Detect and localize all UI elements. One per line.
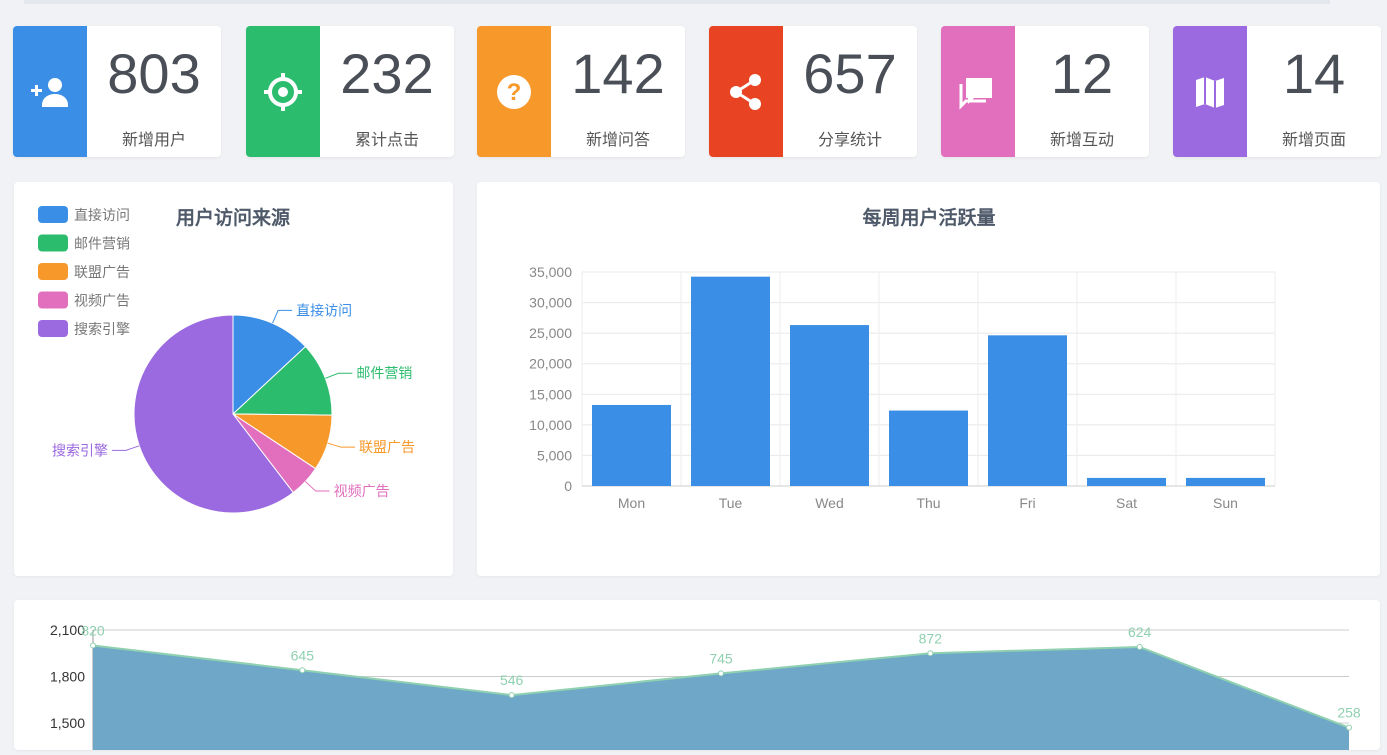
y-tick-label: 1,800 <box>50 669 85 685</box>
pie-title: 用户访问来源 <box>176 206 290 229</box>
bar-title: 每周用户活跃量 <box>862 206 995 229</box>
stat-label: 分享统计 <box>817 132 882 149</box>
pie-label: 邮件营销 <box>356 365 412 381</box>
pie-label: 视频广告 <box>334 483 390 499</box>
x-tick-label: Mon <box>618 495 645 511</box>
stat-card[interactable]: 12 新增互动 <box>941 26 1149 157</box>
x-tick-label: Tue <box>719 495 743 511</box>
pie-label-line <box>112 445 140 451</box>
stat-card[interactable]: 232 累计点击 <box>246 26 454 157</box>
stat-value: 142 <box>571 42 665 105</box>
y-tick-label: 20,000 <box>529 356 572 372</box>
bar <box>889 410 968 486</box>
y-tick-label: 25,000 <box>529 325 572 341</box>
stat-label: 新增互动 <box>1049 132 1114 149</box>
y-tick-label: 1,500 <box>50 715 85 731</box>
area-point <box>299 667 306 674</box>
x-tick-label: Sat <box>1116 495 1137 511</box>
legend-label: 视频广告 <box>74 293 130 309</box>
chat-icon <box>941 26 1015 157</box>
pie-label-line <box>327 442 356 448</box>
weekly-active-panel: 每周用户活跃量 0 5,000 10,000 15,000 20,000 25,000 30,… <box>477 182 1380 576</box>
stat-card[interactable]: 14 新增页面 <box>1173 26 1381 157</box>
add-user-icon <box>13 26 87 157</box>
pie-label: 联盟广告 <box>359 439 415 455</box>
y-tick-label: 15,000 <box>529 386 572 402</box>
x-tick-label: Sun <box>1213 495 1238 511</box>
target-icon <box>246 26 320 157</box>
stat-card[interactable]: ? 142 新增问答 <box>477 26 685 157</box>
y-tick-label: 0 <box>564 478 572 494</box>
legend-label: 邮件营销 <box>74 236 130 252</box>
stat-value: 232 <box>340 42 434 105</box>
question-icon: ? <box>477 26 551 157</box>
stat-value: 12 <box>1050 42 1114 105</box>
legend-label: 搜索引擎 <box>74 321 130 337</box>
legend-label: 直接访问 <box>74 207 130 223</box>
data-label: 258 <box>1337 705 1361 721</box>
x-tick-label: Fri <box>1019 495 1035 511</box>
x-tick-label: Wed <box>815 495 844 511</box>
y-tick-label: 5,000 <box>537 447 572 463</box>
legend-swatch <box>38 320 68 337</box>
pie-label: 搜索引擎 <box>52 442 108 458</box>
area-point <box>90 642 96 649</box>
data-label: 645 <box>291 647 315 663</box>
area-point <box>1136 644 1143 651</box>
pie-label: 直接访问 <box>296 302 352 318</box>
data-label: 745 <box>709 650 733 666</box>
stat-value: 803 <box>107 42 201 105</box>
stat-card[interactable]: 803 新增用户 <box>13 26 221 157</box>
top-bar-edge <box>24 0 1330 4</box>
trend-panel: 1,500 1,800 2,100 820 645 546 745 872 624 258 <box>14 600 1380 755</box>
stat-value: 14 <box>1282 42 1346 105</box>
area-fill <box>93 645 1349 755</box>
data-label: 546 <box>500 672 524 688</box>
pie-label-line <box>272 309 293 324</box>
data-label: 624 <box>1128 624 1152 640</box>
x-tick-label: Thu <box>916 495 940 511</box>
svg-text:?: ? <box>507 79 522 106</box>
area-point <box>927 650 934 657</box>
legend-swatch <box>38 291 68 309</box>
visit-source-panel: 用户访问来源 直接访问 邮件营销 联盟广告 视频广告 搜索引擎 直接访问 邮件营销 联盟广告 视频… <box>14 182 453 576</box>
data-label: 820 <box>81 623 105 639</box>
y-tick-label: 2,100 <box>50 622 85 638</box>
y-tick-label: 10,000 <box>529 417 572 433</box>
pie-label-line <box>305 481 330 492</box>
y-tick-label: 35,000 <box>529 264 572 280</box>
stat-label: 新增问答 <box>585 132 650 149</box>
legend-swatch <box>38 206 68 223</box>
stat-label: 新增页面 <box>1281 132 1346 149</box>
area-point <box>1346 724 1352 731</box>
bar <box>1087 477 1166 486</box>
bar <box>790 325 869 486</box>
bar <box>691 276 770 486</box>
stat-label: 新增用户 <box>121 132 186 149</box>
area-point <box>718 670 724 677</box>
map-icon <box>1173 26 1247 157</box>
stat-card[interactable]: 657 分享统计 <box>709 26 917 157</box>
legend-swatch <box>38 263 68 280</box>
bar-chart: 每周用户活跃量 0 5,000 10,000 15,000 20,000 25,000 30,… <box>529 206 1276 511</box>
data-label: 872 <box>919 630 943 646</box>
area-point <box>508 692 515 699</box>
legend-swatch <box>38 234 68 252</box>
y-tick-label: 30,000 <box>529 295 572 311</box>
stat-value: 657 <box>803 42 897 105</box>
bar <box>592 404 671 486</box>
pie-label-line <box>325 372 353 379</box>
stat-label: 累计点击 <box>354 132 419 149</box>
bar <box>1186 477 1265 486</box>
pie-chart: 用户访问来源直接访问邮件营销联盟广告视频广告搜索引擎直接访问邮件营销联盟广告视频… <box>38 206 415 514</box>
share-icon <box>709 26 783 157</box>
legend-label: 联盟广告 <box>74 264 130 280</box>
bar <box>988 335 1067 486</box>
